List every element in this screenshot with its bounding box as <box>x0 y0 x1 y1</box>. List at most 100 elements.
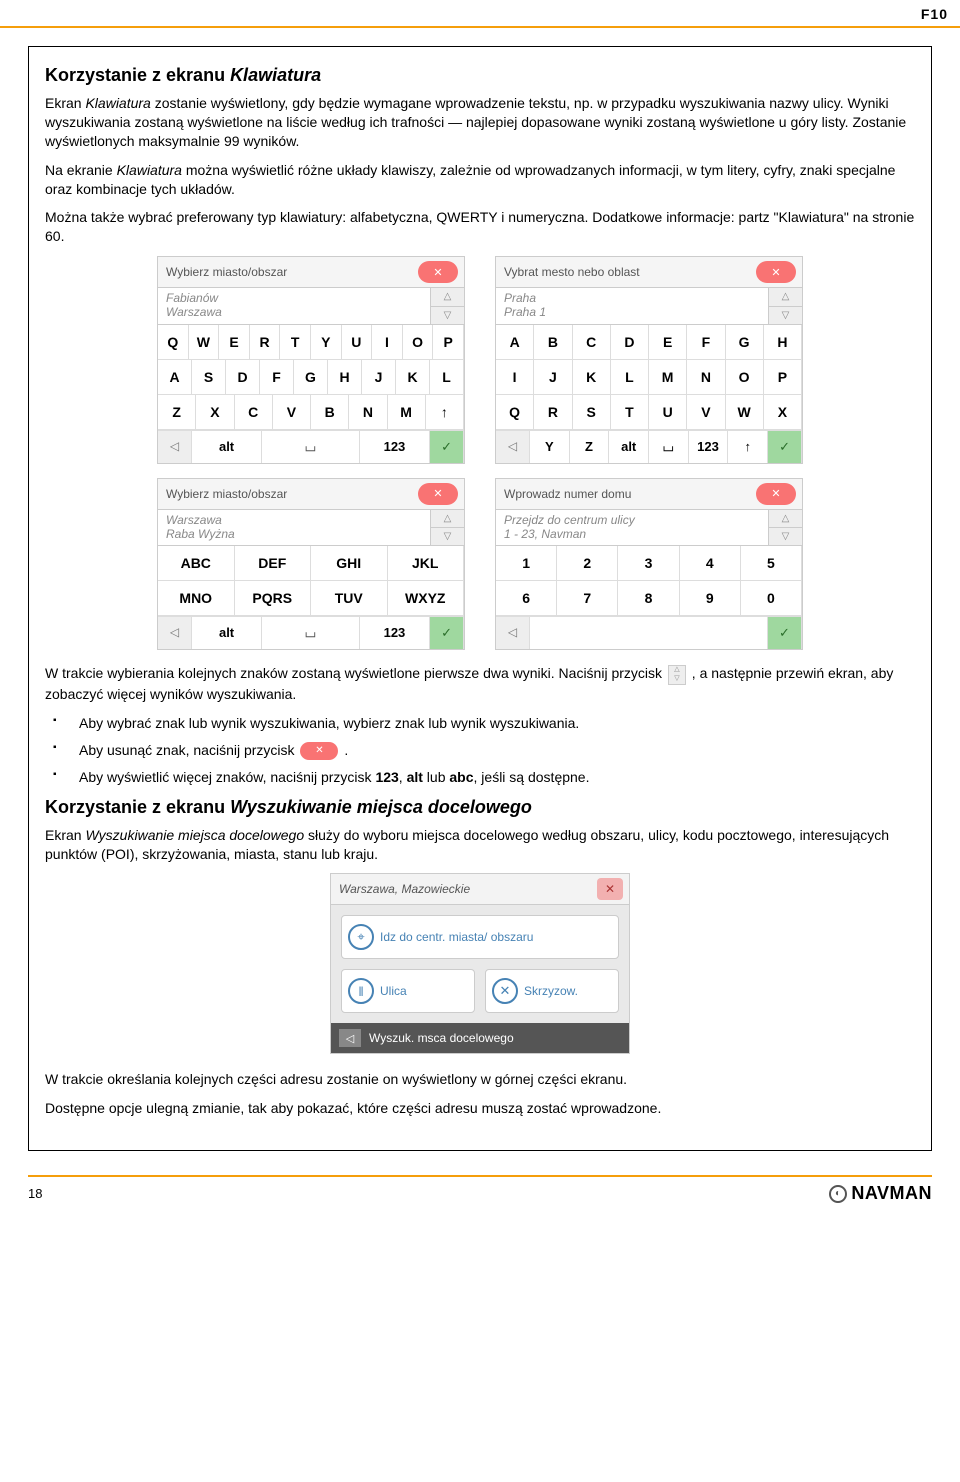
scroll-down-icon[interactable]: ▽ <box>431 527 464 545</box>
space-key[interactable]: ⌴ <box>262 617 360 649</box>
key[interactable]: O <box>726 360 764 395</box>
back-icon[interactable]: ◁ <box>158 617 192 649</box>
key[interactable]: B <box>311 395 349 430</box>
key[interactable]: U <box>649 395 687 430</box>
key[interactable]: DEF <box>235 546 312 581</box>
key[interactable]: JKL <box>388 546 465 581</box>
scroll-down-icon[interactable]: ▽ <box>769 527 802 545</box>
close-icon[interactable]: ✕ <box>756 483 796 505</box>
shift-key[interactable]: ↑ <box>426 395 464 430</box>
key[interactable]: Z <box>158 395 196 430</box>
kbd1-suggestions[interactable]: Fabianów Warszawa <box>158 288 430 324</box>
dest-btn-intersection[interactable]: ✕ Skrzyzow. <box>485 969 619 1013</box>
key[interactable]: Q <box>158 325 189 360</box>
key[interactable]: C <box>573 325 611 360</box>
key[interactable]: M <box>388 395 426 430</box>
key[interactable]: TUV <box>311 581 388 616</box>
key[interactable]: A <box>496 325 534 360</box>
key[interactable]: 6 <box>496 581 557 616</box>
key[interactable]: G <box>294 360 328 395</box>
kbd3-suggestions[interactable]: Warszawa Raba Wyżna <box>158 510 430 546</box>
dest-btn-center[interactable]: ⌖ Idz do centr. miasta/ obszaru <box>341 915 619 959</box>
close-icon[interactable]: ✕ <box>418 261 458 283</box>
key[interactable]: B <box>534 325 572 360</box>
num-key[interactable]: 123 <box>360 617 430 649</box>
key[interactable]: 3 <box>618 546 679 581</box>
close-icon[interactable]: ✕ <box>756 261 796 283</box>
close-icon[interactable]: ✕ <box>418 483 458 505</box>
key[interactable]: R <box>534 395 572 430</box>
key[interactable]: M <box>649 360 687 395</box>
scroll-up-icon[interactable]: △ <box>431 510 464 527</box>
key[interactable]: N <box>687 360 725 395</box>
shift-key[interactable]: ↑ <box>728 431 768 463</box>
key[interactable]: L <box>611 360 649 395</box>
scroll-up-icon[interactable]: △ <box>769 510 802 527</box>
num-key[interactable]: 123 <box>689 431 729 463</box>
alt-key[interactable]: alt <box>192 431 262 463</box>
key[interactable]: L <box>430 360 464 395</box>
key[interactable]: K <box>396 360 430 395</box>
ok-icon[interactable]: ✓ <box>768 431 802 463</box>
key[interactable]: G <box>726 325 764 360</box>
ok-icon[interactable]: ✓ <box>768 617 802 649</box>
scroll-down-icon[interactable]: ▽ <box>431 306 464 324</box>
key[interactable]: Y <box>311 325 342 360</box>
close-icon[interactable]: ✕ <box>597 878 623 900</box>
key[interactable]: J <box>534 360 572 395</box>
alt-key[interactable]: alt <box>192 617 262 649</box>
ok-icon[interactable]: ✓ <box>430 617 464 649</box>
key[interactable]: V <box>273 395 311 430</box>
key[interactable]: T <box>611 395 649 430</box>
key[interactable]: ABC <box>158 546 235 581</box>
key[interactable]: O <box>403 325 434 360</box>
key[interactable]: P <box>764 360 802 395</box>
key[interactable]: MNO <box>158 581 235 616</box>
dest-btn-street[interactable]: ‖ Ulica <box>341 969 475 1013</box>
back-icon[interactable]: ◁ <box>158 431 192 463</box>
key[interactable]: E <box>219 325 250 360</box>
back-icon[interactable]: ◁ <box>496 617 530 649</box>
scroll-up-icon[interactable]: △ <box>769 288 802 305</box>
ok-icon[interactable]: ✓ <box>430 431 464 463</box>
key[interactable]: J <box>362 360 396 395</box>
kbd4-suggestions[interactable]: Przejdz do centrum ulicy 1 - 23, Navman <box>496 510 768 546</box>
key[interactable]: S <box>192 360 226 395</box>
key[interactable]: S <box>573 395 611 430</box>
key[interactable]: Y <box>530 431 570 463</box>
key[interactable]: I <box>496 360 534 395</box>
key[interactable]: PQRS <box>235 581 312 616</box>
key[interactable]: 5 <box>741 546 802 581</box>
key[interactable]: T <box>280 325 311 360</box>
key[interactable]: 4 <box>680 546 741 581</box>
key[interactable]: R <box>250 325 281 360</box>
key[interactable]: 0 <box>741 581 802 616</box>
key[interactable]: N <box>349 395 387 430</box>
key[interactable]: W <box>189 325 220 360</box>
scroll-up-icon[interactable]: △ <box>431 288 464 305</box>
kbd2-suggestions[interactable]: Praha Praha 1 <box>496 288 768 324</box>
num-key[interactable]: 123 <box>360 431 430 463</box>
key[interactable]: 1 <box>496 546 557 581</box>
key[interactable]: F <box>260 360 294 395</box>
scroll-down-icon[interactable]: ▽ <box>769 306 802 324</box>
back-icon[interactable]: ◁ <box>496 431 530 463</box>
space-key[interactable]: ⌴ <box>262 431 360 463</box>
key[interactable]: H <box>764 325 802 360</box>
key[interactable]: X <box>764 395 802 430</box>
key[interactable]: 9 <box>680 581 741 616</box>
alt-key[interactable]: alt <box>609 431 649 463</box>
key[interactable]: C <box>235 395 273 430</box>
key[interactable]: Z <box>570 431 610 463</box>
key[interactable]: X <box>196 395 234 430</box>
back-icon[interactable]: ◁ <box>339 1029 361 1047</box>
key[interactable]: Q <box>496 395 534 430</box>
key[interactable]: WXYZ <box>388 581 465 616</box>
key[interactable]: 7 <box>557 581 618 616</box>
key[interactable]: U <box>342 325 373 360</box>
key[interactable]: F <box>687 325 725 360</box>
key[interactable]: V <box>687 395 725 430</box>
key[interactable]: H <box>328 360 362 395</box>
key[interactable]: W <box>726 395 764 430</box>
key[interactable]: 2 <box>557 546 618 581</box>
